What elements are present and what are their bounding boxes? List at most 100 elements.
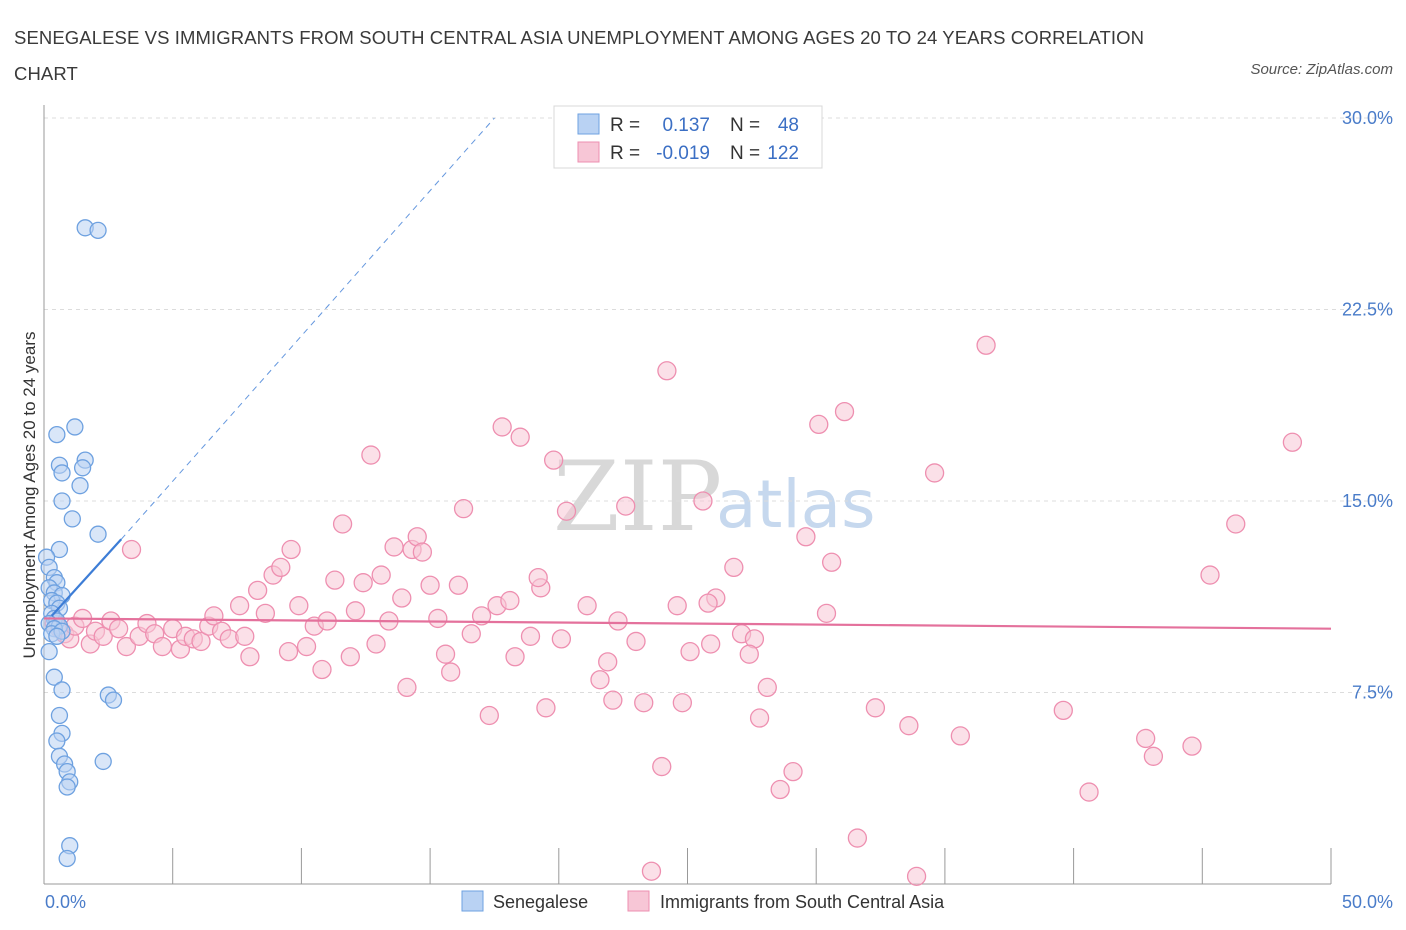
immigrants-point	[366, 634, 386, 654]
immigrants-point	[657, 361, 677, 381]
y-axis-label: Unemployment Among Ages 20 to 24 years	[20, 332, 39, 659]
senegalese-points	[37, 219, 123, 868]
source-credit: Source: ZipAtlas.com	[1250, 61, 1393, 78]
immigrants-point	[397, 677, 417, 698]
watermark-atlas: atlas	[716, 466, 876, 543]
immigrants-point	[590, 670, 610, 690]
legend-n-value-2: 122	[767, 143, 799, 164]
chart-title: SENEGALESE VS IMMIGRANTS FROM SOUTH CENT…	[14, 27, 1145, 84]
senegalese-point	[58, 849, 76, 868]
legend-swatch-blue	[577, 113, 600, 135]
immigrants-point	[332, 514, 353, 534]
senegalese-trend-extension	[120, 117, 495, 540]
immigrants-point	[520, 626, 541, 646]
immigrants-point	[500, 590, 520, 611]
immigrants-point	[152, 636, 173, 657]
immigrants-point	[93, 626, 113, 646]
watermark-zip: ZIP	[553, 441, 722, 553]
immigrants-point	[1226, 514, 1246, 534]
legend-r-label-2: R =	[610, 143, 640, 164]
immigrants-point	[428, 608, 448, 629]
immigrants-point	[240, 647, 260, 667]
immigrants-point	[479, 705, 499, 726]
series-legend-swatch-immigrants	[627, 890, 650, 912]
correlation-legend: R = 0.137 N = 48 R = -0.019 N = 122	[553, 105, 823, 169]
immigrants-point	[448, 575, 469, 595]
immigrants-point	[247, 580, 268, 601]
immigrants-point	[749, 708, 770, 728]
senegalese-point	[50, 540, 69, 559]
senegalese-point	[89, 221, 107, 239]
trend-lines	[43, 117, 1332, 630]
immigrants-point	[976, 335, 996, 355]
senegalese-point	[50, 706, 69, 725]
immigrants-point	[435, 644, 456, 664]
senegalese-point	[40, 642, 58, 661]
series-legend-senegalese: Senegalese	[493, 892, 588, 912]
immigrants-point	[693, 491, 713, 511]
immigrants-point	[626, 631, 646, 652]
immigrants-point	[312, 659, 332, 680]
immigrants-point	[191, 631, 211, 652]
immigrants-point	[1136, 728, 1156, 749]
immigrants-point	[384, 537, 404, 557]
immigrants-point	[544, 450, 564, 470]
immigrants-point	[108, 619, 129, 639]
senegalese-point	[45, 668, 63, 686]
y-tick-label: 30.0%	[1342, 108, 1393, 128]
immigrants-point	[608, 611, 628, 631]
immigrants-point	[361, 445, 381, 465]
immigrants-point	[471, 606, 492, 626]
immigrants-point	[698, 593, 718, 613]
legend-n-label-1: N =	[730, 115, 760, 136]
senegalese-point	[53, 492, 71, 510]
senegalese-point	[53, 464, 71, 482]
immigrants-point	[271, 557, 291, 578]
y-tick-label: 15.0%	[1342, 491, 1393, 511]
senegalese-trend-line	[50, 538, 123, 617]
immigrants-point	[345, 601, 366, 621]
senegalese-point	[73, 459, 92, 477]
immigrants-point	[353, 573, 373, 593]
senegalese-point	[94, 752, 112, 771]
immigrants-point	[672, 693, 693, 713]
senegalese-point	[48, 425, 66, 444]
senegalese-point	[48, 732, 66, 750]
x-ticks	[43, 848, 1332, 884]
senegalese-point	[66, 418, 84, 436]
immigrants-point	[577, 596, 597, 616]
immigrants-point	[796, 527, 816, 547]
immigrants-point	[281, 539, 301, 560]
immigrants-point	[757, 677, 777, 698]
legend-r-value-2: -0.019	[656, 143, 710, 164]
immigrants-point	[1079, 782, 1099, 802]
immigrants-point	[556, 501, 577, 521]
immigrants-point	[1200, 565, 1220, 585]
immigrants-point	[770, 779, 790, 800]
immigrants-point	[392, 588, 412, 608]
immigrants-trend-line	[43, 617, 1332, 630]
immigrants-point	[278, 641, 299, 662]
legend-n-value-1: 48	[778, 115, 799, 136]
legend-swatch-pink	[577, 141, 600, 163]
immigrants-point	[505, 647, 525, 667]
immigrants-point	[453, 499, 474, 519]
immigrants-point	[834, 401, 855, 422]
immigrants-point	[420, 575, 440, 595]
immigrants-point	[1282, 432, 1303, 452]
immigrants-point	[906, 866, 927, 886]
y-tick-label: 7.5%	[1352, 683, 1393, 703]
y-tick-label: 22.5%	[1342, 300, 1393, 320]
immigrants-point	[325, 570, 345, 590]
immigrants-point	[598, 652, 618, 672]
senegalese-point	[53, 681, 71, 699]
immigrants-point	[783, 762, 803, 782]
immigrants-point	[371, 565, 391, 585]
immigrants-point	[865, 698, 886, 718]
y-tick-labels: 7.5% 15.0% 22.5% 30.0%	[1342, 108, 1393, 703]
immigrants-point	[652, 756, 672, 777]
senegalese-point	[71, 477, 89, 495]
immigrants-point	[634, 693, 654, 713]
immigrants-point	[924, 463, 945, 483]
